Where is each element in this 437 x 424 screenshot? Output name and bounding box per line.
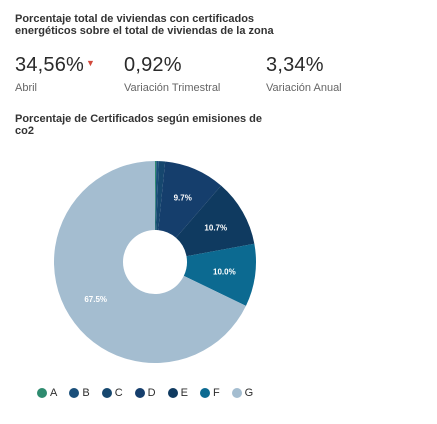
- legend-item-b[interactable]: B: [69, 387, 90, 399]
- legend-dot-icon: [134, 388, 145, 398]
- stat-current-number: 34,56%: [15, 54, 85, 76]
- donut-slice-d[interactable]: [158, 161, 222, 238]
- legend-label: F: [212, 387, 220, 399]
- stat-current-value: 34,56% ▼: [15, 54, 95, 77]
- legend-label: D: [147, 387, 156, 399]
- legend-item-a[interactable]: A: [37, 387, 57, 399]
- donut-slice-a[interactable]: [155, 161, 157, 231]
- legend-label: A: [50, 387, 58, 399]
- legend-item-f[interactable]: F: [199, 387, 220, 399]
- stat-quarterly-label: Variación Trimestral: [124, 82, 221, 94]
- legend-item-d[interactable]: D: [134, 387, 156, 399]
- legend-dot-icon: [37, 388, 47, 398]
- legend-dot-icon: [167, 388, 178, 398]
- chart-heading: Porcentaje de Certificados según emision…: [15, 113, 305, 137]
- legend-dot-icon: [231, 388, 242, 398]
- chart-heading-line-2: co2: [15, 125, 34, 137]
- donut-slice-c[interactable]: [156, 161, 166, 231]
- legend-label: G: [244, 387, 254, 399]
- stat-annual-value: 3,34%: [266, 54, 324, 76]
- legend-dot-icon: [101, 388, 112, 398]
- stat-quarterly-value: 0,92%: [124, 54, 182, 76]
- donut-slice-b[interactable]: [155, 161, 159, 231]
- stat-annual-label: Variación Anual: [266, 82, 342, 94]
- data-label-e: 10.7%: [204, 223, 227, 232]
- stat-current-label: Abril: [15, 82, 38, 94]
- legend-dot-icon: [199, 388, 210, 398]
- legend-label: E: [180, 387, 188, 399]
- legend-dot-icon: [69, 388, 80, 398]
- chart-heading-line-1: Porcentaje de Certificados según emision…: [15, 113, 262, 125]
- donut-slice-g[interactable]: [53, 161, 246, 363]
- legend-label: C: [114, 387, 123, 399]
- section-heading: Porcentaje total de viviendas con certif…: [15, 13, 315, 37]
- legend-item-c[interactable]: C: [101, 387, 123, 399]
- data-label-f: 10.0%: [213, 267, 236, 276]
- data-label-g: 67.5%: [84, 295, 107, 304]
- trend-down-icon: ▼: [86, 58, 96, 68]
- legend-item-e[interactable]: E: [167, 387, 188, 399]
- legend-label: B: [82, 387, 90, 399]
- chart-legend: A B C D E F G: [37, 387, 253, 399]
- legend-item-g[interactable]: G: [231, 387, 254, 399]
- section-heading-line-2: energéticos sobre el total de viviendas …: [15, 25, 274, 37]
- section-heading-line-1: Porcentaje total de viviendas con certif…: [15, 13, 255, 25]
- data-label-d: 9.7%: [174, 194, 192, 203]
- donut-slice-e[interactable]: [175, 185, 255, 257]
- donut-slice-f[interactable]: [183, 243, 256, 306]
